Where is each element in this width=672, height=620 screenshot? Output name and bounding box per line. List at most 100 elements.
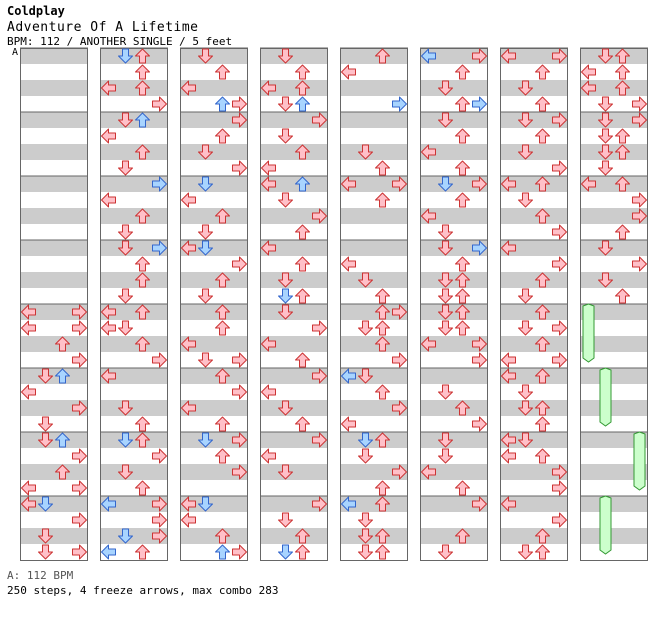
artist-name: Coldplay: [7, 4, 65, 18]
down-arrow-icon: [358, 544, 373, 560]
up-arrow-icon: [215, 96, 230, 112]
up-arrow-icon: [455, 128, 470, 144]
right-arrow-icon: [472, 240, 487, 256]
beat-stripe: [580, 496, 648, 512]
down-arrow-icon: [598, 112, 613, 128]
up-arrow-icon: [375, 528, 390, 544]
left-arrow-icon: [21, 496, 36, 512]
beat-stripe: [180, 368, 248, 384]
song-title: Adventure Of A Lifetime: [7, 20, 199, 35]
beat-stripe: [180, 336, 248, 352]
beat-stripe: [260, 176, 328, 192]
beat-stripe: [260, 496, 328, 512]
down-arrow-icon: [438, 272, 453, 288]
right-arrow-icon: [552, 352, 567, 368]
up-arrow-icon: [215, 304, 230, 320]
beat-stripe: [20, 80, 88, 96]
down-arrow-icon: [598, 48, 613, 64]
left-arrow-icon: [341, 64, 356, 80]
up-arrow-icon: [135, 256, 150, 272]
beat-stripe: [20, 496, 88, 512]
down-arrow-icon: [438, 176, 453, 192]
right-arrow-icon: [632, 256, 647, 272]
beat-stripe: [180, 208, 248, 224]
right-arrow-icon: [72, 320, 87, 336]
beat-stripe: [180, 400, 248, 416]
left-arrow-icon: [261, 240, 276, 256]
beat-stripe: [580, 464, 648, 480]
left-arrow-icon: [181, 400, 196, 416]
up-arrow-icon: [455, 256, 470, 272]
beat-stripe: [260, 304, 328, 320]
chart-column: [180, 47, 248, 561]
up-arrow-icon: [615, 176, 630, 192]
up-arrow-icon: [455, 272, 470, 288]
up-arrow-icon: [215, 320, 230, 336]
down-arrow-icon: [118, 528, 133, 544]
left-arrow-icon: [21, 480, 36, 496]
right-arrow-icon: [552, 320, 567, 336]
beat-stripe: [340, 80, 408, 96]
down-arrow-icon: [438, 432, 453, 448]
left-arrow-icon: [181, 80, 196, 96]
down-arrow-icon: [38, 432, 53, 448]
freeze-arrow: [599, 495, 612, 555]
bpm-marker-label: A: [12, 47, 19, 58]
down-arrow-icon: [278, 544, 293, 560]
beat-stripe: [580, 48, 648, 64]
up-arrow-icon: [455, 480, 470, 496]
down-arrow-icon: [438, 288, 453, 304]
beat-stripe: [100, 400, 168, 416]
down-arrow-icon: [118, 224, 133, 240]
up-arrow-icon: [295, 288, 310, 304]
right-arrow-icon: [552, 160, 567, 176]
down-arrow-icon: [198, 48, 213, 64]
down-arrow-icon: [278, 512, 293, 528]
beat-stripe: [420, 48, 488, 64]
right-arrow-icon: [632, 208, 647, 224]
beat-stripe: [580, 240, 648, 256]
column-border: [340, 48, 408, 561]
right-arrow-icon: [232, 544, 247, 560]
up-arrow-icon: [135, 432, 150, 448]
up-arrow-icon: [215, 64, 230, 80]
beat-stripe: [260, 240, 328, 256]
beat-stripe: [260, 208, 328, 224]
beat-stripe: [340, 400, 408, 416]
beat-stripe: [100, 144, 168, 160]
down-arrow-icon: [198, 144, 213, 160]
up-arrow-icon: [535, 128, 550, 144]
left-arrow-icon: [21, 320, 36, 336]
up-arrow-icon: [215, 448, 230, 464]
beat-stripe: [20, 48, 88, 64]
up-arrow-icon: [135, 480, 150, 496]
beat-stripe: [340, 528, 408, 544]
down-arrow-icon: [278, 272, 293, 288]
beat-stripe: [260, 432, 328, 448]
down-arrow-icon: [198, 224, 213, 240]
up-arrow-icon: [375, 384, 390, 400]
right-arrow-icon: [392, 352, 407, 368]
left-arrow-icon: [501, 48, 516, 64]
down-arrow-icon: [358, 448, 373, 464]
down-arrow-icon: [278, 400, 293, 416]
right-arrow-icon: [232, 112, 247, 128]
up-arrow-icon: [55, 432, 70, 448]
down-arrow-icon: [118, 320, 133, 336]
column-border: [260, 48, 328, 561]
left-arrow-icon: [581, 176, 596, 192]
right-arrow-icon: [552, 480, 567, 496]
beat-stripe: [500, 48, 568, 64]
right-arrow-icon: [392, 400, 407, 416]
chart-column: [420, 47, 488, 561]
beat-stripe: [420, 208, 488, 224]
right-arrow-icon: [552, 48, 567, 64]
left-arrow-icon: [421, 208, 436, 224]
beat-stripe: [260, 528, 328, 544]
right-arrow-icon: [232, 352, 247, 368]
down-arrow-icon: [278, 288, 293, 304]
down-arrow-icon: [358, 512, 373, 528]
up-arrow-icon: [375, 160, 390, 176]
beat-stripe: [340, 304, 408, 320]
up-arrow-icon: [375, 304, 390, 320]
